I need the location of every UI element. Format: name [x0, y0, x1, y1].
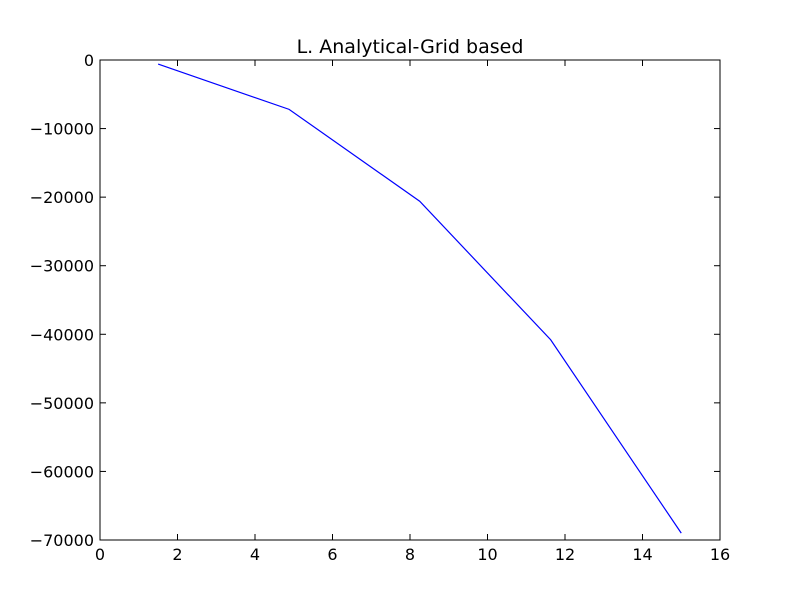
y-tick-label: −70000 [30, 531, 94, 550]
x-tick-label: 10 [477, 545, 497, 564]
x-tick-label: 6 [327, 545, 337, 564]
y-tick-label: −60000 [30, 462, 94, 481]
y-tick-label: −50000 [30, 394, 94, 413]
series-layer [157, 63, 682, 534]
x-tick-label: 12 [555, 545, 575, 564]
x-tick-label: 16 [710, 545, 730, 564]
x-tick-label: 4 [250, 545, 260, 564]
y-tick-label: −40000 [30, 325, 94, 344]
series-line-0 [157, 63, 682, 534]
plot-frame [99, 59, 721, 541]
y-axis: 0 −10000 −20000 −30000 −40000 −50000 −60000 −70… [30, 51, 720, 550]
x-tick-label: 2 [172, 545, 182, 564]
y-tick-label: −20000 [30, 188, 94, 207]
x-axis: 0 2 4 6 8 10 12 14 16 [95, 60, 730, 564]
x-tick-label: 0 [95, 545, 105, 564]
y-tick-label: 0 [84, 51, 94, 70]
y-tick-label: −10000 [30, 120, 94, 139]
chart-title: L. Analytical-Grid based [297, 36, 524, 58]
x-tick-label: 8 [405, 545, 415, 564]
x-tick-label: 14 [632, 545, 652, 564]
y-tick-label: −30000 [30, 257, 94, 276]
